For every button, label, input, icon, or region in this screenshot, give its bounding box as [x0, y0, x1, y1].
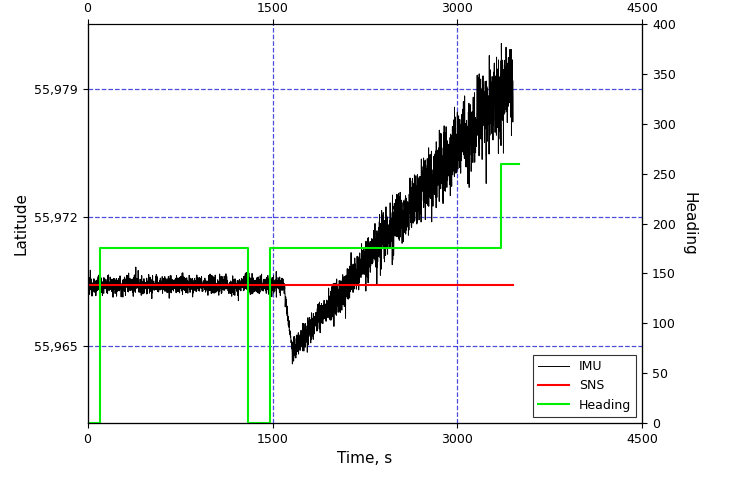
- Heading: [266, 245, 274, 251]
- Heading: [266, 420, 274, 426]
- SNS: [509, 282, 518, 288]
- IMU: [361, 288, 370, 294]
- IMU: [288, 361, 297, 367]
- Heading: [515, 161, 523, 167]
- Heading: [244, 245, 253, 251]
- IMU: [328, 312, 337, 318]
- SNS: [83, 282, 92, 288]
- IMU: [432, 158, 441, 164]
- Heading: [459, 245, 468, 251]
- Heading: [83, 420, 92, 426]
- X-axis label: Time, s: Time, s: [337, 451, 393, 466]
- IMU: [287, 340, 296, 346]
- Y-axis label: Latitude: Latitude: [14, 192, 28, 255]
- Heading: [96, 245, 104, 251]
- IMU: [88, 291, 96, 296]
- IMU: [85, 285, 94, 291]
- Heading: [244, 420, 253, 426]
- Heading: [96, 420, 104, 426]
- IMU: [83, 283, 92, 289]
- Y-axis label: Heading: Heading: [682, 191, 697, 256]
- Heading: [496, 245, 505, 251]
- IMU: [497, 40, 506, 46]
- IMU: [509, 78, 518, 84]
- Line: IMU: IMU: [88, 43, 513, 364]
- Legend: IMU, SNS, Heading: IMU, SNS, Heading: [533, 355, 636, 417]
- Heading: [496, 161, 505, 167]
- Line: Heading: Heading: [88, 164, 519, 423]
